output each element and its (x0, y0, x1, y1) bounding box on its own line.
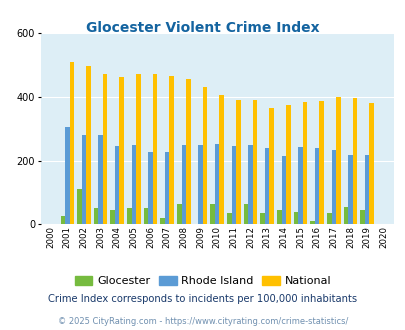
Bar (214, 144, 219, 224)
Bar (164, 152, 169, 224)
Bar (352, 98, 356, 224)
Bar (143, 209, 148, 224)
Bar (136, 75, 140, 224)
Bar (319, 101, 323, 224)
Bar (127, 209, 131, 224)
Bar (243, 204, 248, 224)
Text: Glocester Violent Crime Index: Glocester Violent Crime Index (86, 21, 319, 35)
Bar (269, 108, 273, 224)
Bar (69, 62, 74, 224)
Bar (86, 67, 90, 224)
Bar (343, 207, 347, 224)
Legend: Glocester, Rhode Island, National: Glocester, Rhode Island, National (70, 271, 335, 290)
Text: © 2025 CityRating.com - https://www.cityrating.com/crime-statistics/: © 2025 CityRating.com - https://www.city… (58, 317, 347, 326)
Bar (248, 145, 252, 224)
Bar (277, 210, 281, 224)
Bar (185, 79, 190, 224)
Bar (281, 156, 286, 224)
Bar (252, 100, 257, 224)
Bar (169, 76, 174, 224)
Bar (347, 155, 352, 224)
Bar (115, 146, 119, 224)
Bar (65, 127, 69, 224)
Bar (60, 216, 65, 224)
Bar (219, 95, 224, 224)
Bar (360, 210, 364, 224)
Bar (264, 148, 269, 224)
Bar (369, 103, 373, 224)
Bar (326, 213, 331, 224)
Bar (94, 209, 98, 224)
Bar (335, 97, 340, 224)
Bar (148, 152, 152, 224)
Bar (102, 75, 107, 224)
Bar (293, 212, 298, 224)
Bar (181, 145, 185, 224)
Bar (160, 218, 164, 224)
Bar (202, 87, 207, 224)
Bar (119, 77, 124, 224)
Bar (210, 204, 214, 224)
Bar (310, 221, 314, 224)
Bar (236, 100, 240, 224)
Bar (364, 155, 369, 224)
Bar (81, 135, 86, 224)
Bar (152, 74, 157, 224)
Bar (226, 213, 231, 224)
Bar (131, 145, 136, 224)
Text: Crime Index corresponds to incidents per 100,000 inhabitants: Crime Index corresponds to incidents per… (48, 294, 357, 304)
Bar (331, 150, 335, 224)
Bar (260, 213, 264, 224)
Bar (302, 102, 307, 224)
Bar (98, 135, 102, 224)
Bar (298, 147, 302, 224)
Bar (314, 148, 319, 224)
Bar (177, 204, 181, 224)
Bar (198, 145, 202, 224)
Bar (110, 210, 115, 224)
Bar (77, 189, 81, 224)
Bar (231, 146, 236, 224)
Bar (286, 105, 290, 224)
